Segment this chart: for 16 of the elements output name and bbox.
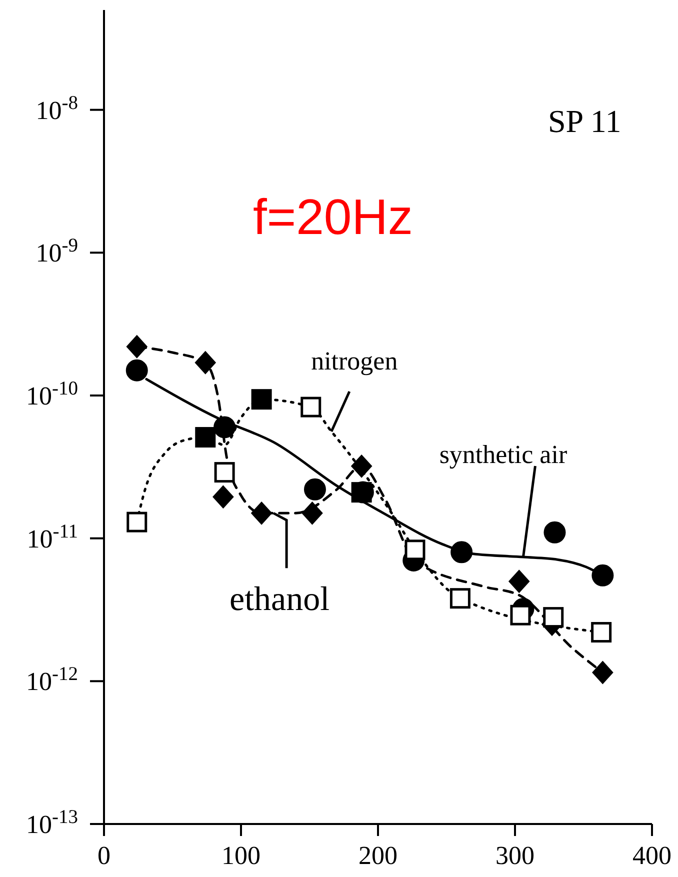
y-tick-label: 10$^{-12}$ [26,664,78,696]
y-tick-label: 10$^{-8}$ [36,92,78,125]
y-tick-label: 10$^{-9}$ [36,235,78,268]
text: f=20Hz [253,188,413,246]
x-tick-label: 0 [98,841,110,870]
annotation: nitrogen [311,346,398,376]
y-tick-label: 10$^{-13}$ [26,806,78,839]
x-tick-label: 100 [222,841,260,870]
annotation: synthetic air [439,440,568,470]
x-tick-label: 200 [358,841,398,870]
x-tick-label: 300 [496,841,534,870]
text: SP 11 [548,103,622,140]
annotation: ethanol [230,581,330,618]
y-tick-label: 10$^{-11}$ [26,520,78,554]
y-tick-label: 10$^{-10}$ [26,378,78,410]
x-tick-label: 400 [632,841,672,870]
